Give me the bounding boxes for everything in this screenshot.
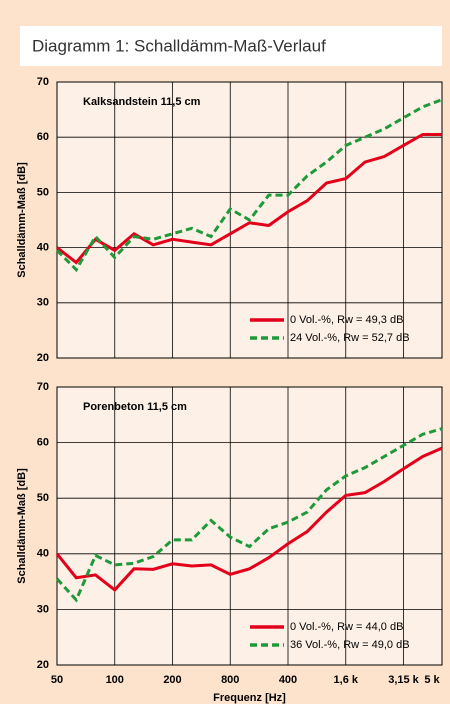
y-tick-label: 60 <box>37 131 49 143</box>
x-axis-label: Frequenz [Hz] <box>213 692 286 704</box>
x-tick-label: 200 <box>163 674 181 686</box>
x-tick-label: 400 <box>279 674 297 686</box>
title-box <box>20 26 442 66</box>
panel-title: Kalksandstein 11,5 cm <box>83 96 201 108</box>
panel-title: Porenbeton 11,5 cm <box>83 401 187 413</box>
x-tick-label: 3,15 k <box>388 674 419 686</box>
y-tick-label: 30 <box>37 297 49 309</box>
page-title: Diagramm 1: Schalldämm-Maß-Verlauf <box>32 36 326 55</box>
x-tick-label: 100 <box>106 674 124 686</box>
x-tick-label: 1,6 k <box>334 674 359 686</box>
x-tick-label: 800 <box>221 674 239 686</box>
series-line <box>55 98 443 273</box>
y-tick-label: 20 <box>37 352 49 364</box>
series-line <box>55 446 443 592</box>
y-tick-label: 40 <box>37 242 49 254</box>
y-tick-label: 70 <box>37 76 49 88</box>
y-axis-label: Schalldämm-Maß [dB] <box>16 162 28 278</box>
y-tick-label: 50 <box>37 492 49 504</box>
series-line <box>56 132 442 265</box>
y-tick-label: 60 <box>37 437 49 449</box>
legend-label: 0 Vol.-%, Rw = 49,3 dB <box>290 314 403 326</box>
series-line <box>55 427 443 603</box>
y-tick-label: 30 <box>37 603 49 615</box>
legend-label: 0 Vol.-%, Rw = 44,0 dB <box>290 621 403 633</box>
x-tick-label: 50 <box>51 674 63 686</box>
y-tick-label: 20 <box>37 659 49 671</box>
y-tick-label: 70 <box>37 381 49 393</box>
y-tick-label: 40 <box>37 548 49 560</box>
x-tick-label: 5 k <box>424 674 440 686</box>
plot-frame <box>56 386 443 666</box>
legend-label: 36 Vol.-%, Rw = 49,0 dB <box>290 639 410 651</box>
legend-label: 24 Vol.-%, Rw = 52,7 dB <box>290 332 410 344</box>
y-axis-label: Schalldämm-Maß [dB] <box>16 468 28 584</box>
plot-area <box>57 387 442 665</box>
y-tick-label: 50 <box>37 186 49 198</box>
plot-frame <box>56 81 443 359</box>
